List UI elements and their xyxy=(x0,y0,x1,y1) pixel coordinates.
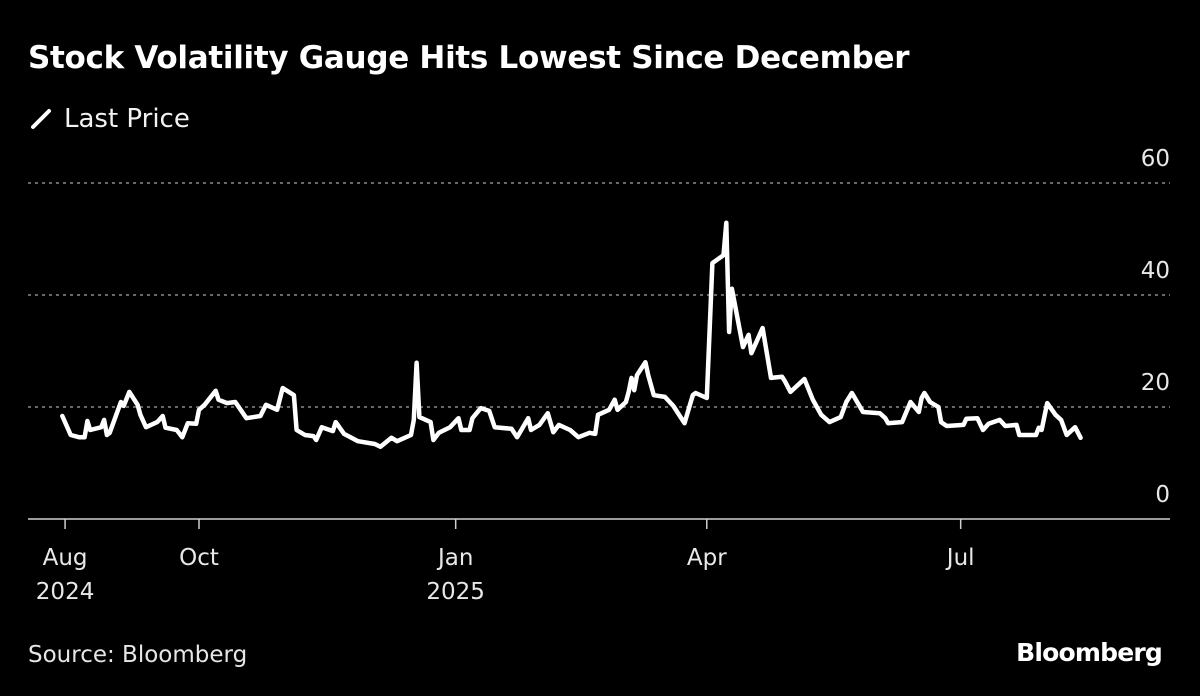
x-tick-label: Aug xyxy=(43,545,88,571)
y-tick-label: 0 xyxy=(1155,482,1170,508)
y-tick-label: 40 xyxy=(1141,258,1170,284)
x-tick-label: Jul xyxy=(945,545,975,571)
legend-label: Last Price xyxy=(64,104,190,134)
series-line-last-price xyxy=(60,220,1083,450)
y-tick-label: 60 xyxy=(1141,146,1170,172)
bloomberg-logo: Bloomberg xyxy=(1016,638,1163,667)
x-tick-label: Apr xyxy=(687,545,727,571)
source-note: Source: Bloomberg xyxy=(28,642,248,668)
x-tick-label: Jan xyxy=(436,545,473,571)
x-tick-year: 2024 xyxy=(36,579,95,605)
y-tick-label: 20 xyxy=(1141,370,1170,396)
legend: Last Price xyxy=(30,104,190,134)
x-tick-year: 2025 xyxy=(426,579,485,605)
line-slash-icon xyxy=(31,109,51,129)
x-tick-label: Oct xyxy=(179,545,219,571)
chart-title: Stock Volatility Gauge Hits Lowest Since… xyxy=(28,40,910,76)
